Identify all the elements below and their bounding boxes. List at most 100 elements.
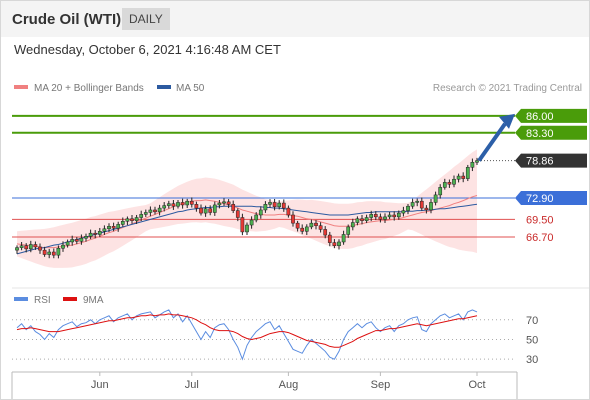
rsi-legend-swatch — [14, 297, 28, 301]
candle-body — [360, 218, 364, 221]
ma20-legend-label: MA 20 + Bollinger Bands — [34, 83, 144, 94]
candle-body — [33, 244, 38, 248]
candle-body — [286, 207, 291, 216]
rsi-tick-70: 70 — [526, 315, 538, 327]
level-label-69.50: 69.50 — [526, 214, 554, 226]
candle-body — [383, 216, 387, 220]
candle-body — [447, 182, 452, 185]
candle-body — [268, 202, 272, 205]
candle-body — [111, 226, 116, 229]
candle-body — [323, 229, 328, 236]
candle-body — [424, 207, 429, 211]
candle-body — [369, 214, 374, 218]
instrument-title: Crude Oil (WTI) — [12, 11, 122, 28]
ma50-legend-label: MA 50 — [176, 83, 205, 94]
candle-body — [452, 178, 456, 185]
timeframe-badge[interactable]: DAILY — [122, 8, 170, 30]
candle-body — [70, 239, 75, 243]
bollinger-band — [17, 149, 477, 268]
candle-body — [235, 210, 240, 218]
candle-body — [42, 249, 47, 255]
candle-body — [222, 201, 226, 204]
candle-body — [166, 203, 171, 206]
candle-body — [309, 222, 314, 228]
candle-body — [429, 202, 433, 211]
candle-body — [401, 210, 406, 214]
candle-body — [97, 231, 102, 235]
candle-body — [277, 202, 282, 208]
candle-body — [249, 219, 254, 226]
candle-body — [341, 234, 346, 243]
x-tick-label-Jun: Jun — [91, 379, 109, 391]
candle-body — [38, 246, 42, 251]
candle-body — [15, 247, 19, 251]
candle-body — [153, 209, 157, 213]
candle-body — [102, 228, 107, 232]
candle-body — [240, 217, 245, 233]
candle-body — [355, 218, 360, 223]
ma50-legend-swatch — [157, 85, 171, 89]
ma20-legend-swatch — [14, 85, 28, 89]
rsi-ma-legend-label: 9MA — [83, 295, 104, 306]
ma50-line — [16, 203, 478, 255]
candle-body — [79, 237, 84, 242]
rsi-ma-legend-swatch — [63, 297, 77, 301]
candle-body — [51, 251, 56, 256]
candle-body — [185, 200, 190, 206]
candle-body — [327, 234, 332, 243]
candle-body — [148, 209, 153, 213]
level-label-86.00: 86.00 — [526, 111, 554, 123]
candle-body — [176, 202, 180, 207]
candle-body — [56, 247, 61, 256]
ma20-line — [16, 195, 478, 249]
candle-body — [194, 204, 199, 209]
candle-body — [350, 222, 355, 228]
level-label-78.86: 78.86 — [526, 156, 554, 168]
candle-body — [387, 214, 392, 218]
level-tag-78.86 — [515, 153, 587, 168]
candle-body — [217, 202, 222, 206]
x-tick-label-Sep: Sep — [371, 379, 391, 391]
candle-body — [189, 200, 194, 205]
candle-body — [180, 202, 185, 206]
level-tag-72.90 — [515, 191, 587, 206]
candle-body — [396, 212, 401, 218]
candle-body — [314, 222, 318, 226]
candle-body — [157, 207, 162, 213]
level-tag-83.30 — [515, 125, 587, 140]
candle-body — [65, 241, 70, 246]
candle-body — [392, 214, 397, 218]
candle-body — [143, 212, 148, 215]
candle-body — [203, 208, 208, 214]
candle-body — [300, 227, 305, 232]
rsi-ma-line — [16, 313, 478, 348]
candle-body — [263, 204, 268, 211]
candle-body — [415, 200, 420, 203]
candle-body — [272, 202, 277, 208]
level-tag-86.00 — [515, 108, 587, 123]
candle-body — [456, 175, 461, 180]
candle-body — [475, 160, 479, 163]
candle-body — [281, 202, 286, 209]
candle-body — [208, 208, 213, 213]
x-tick-label-Oct: Oct — [468, 379, 485, 391]
x-tick-label-Jul: Jul — [185, 379, 199, 391]
candle-body — [139, 214, 144, 218]
candle-body — [410, 202, 415, 207]
credit-text: Research © 2021 Trading Central — [433, 83, 582, 94]
candle-body — [107, 226, 111, 230]
candle-body — [419, 200, 424, 209]
candle-body — [199, 207, 203, 214]
candle-body — [212, 204, 217, 213]
candle-body — [61, 244, 65, 249]
candle-body — [364, 217, 369, 221]
candle-body — [332, 242, 337, 246]
candle-body — [433, 194, 438, 203]
candle-body — [28, 244, 33, 250]
candle-body — [254, 214, 259, 221]
x-tick-label-Aug: Aug — [279, 379, 299, 391]
candle-body — [373, 214, 378, 218]
candle-body — [438, 187, 443, 196]
rsi-legend-label: RSI — [34, 295, 51, 306]
